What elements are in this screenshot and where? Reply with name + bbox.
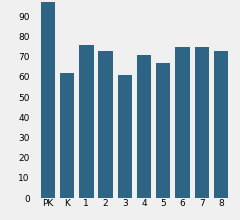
- Bar: [195, 47, 209, 198]
- Bar: [118, 75, 132, 198]
- Bar: [214, 51, 228, 198]
- Bar: [137, 55, 151, 198]
- Bar: [60, 73, 74, 198]
- Bar: [41, 2, 55, 198]
- Bar: [79, 45, 94, 198]
- Bar: [156, 63, 170, 198]
- Bar: [98, 51, 113, 198]
- Bar: [175, 47, 190, 198]
